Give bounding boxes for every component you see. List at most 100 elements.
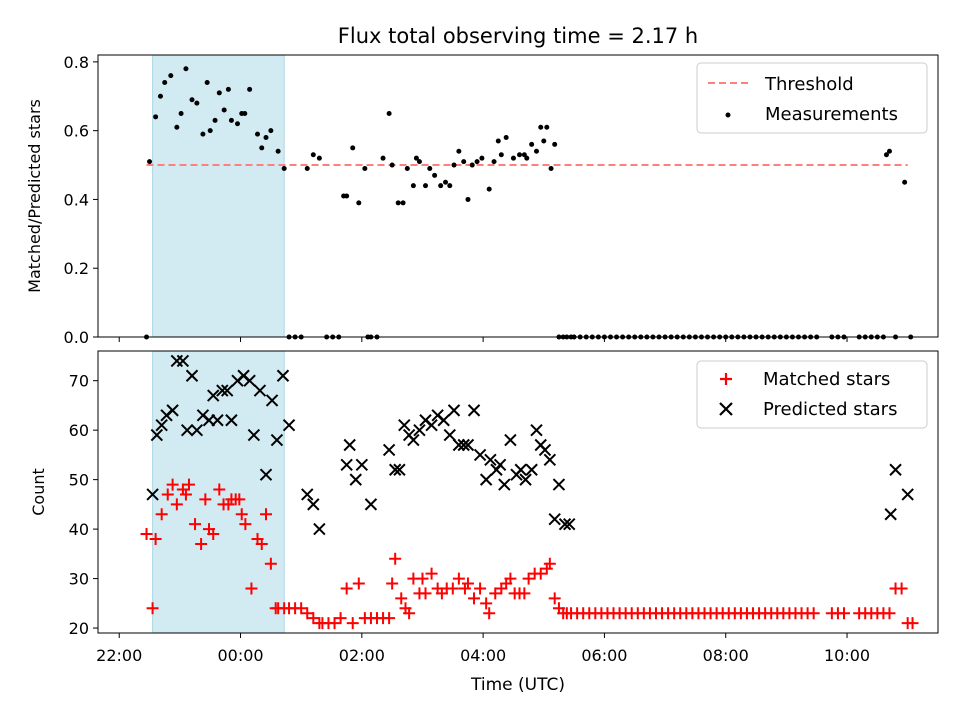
predicted-star-point: [398, 419, 411, 432]
predicted-star-point: [552, 478, 566, 491]
measurement-point: [268, 128, 274, 134]
matched-star-point: [352, 577, 365, 590]
x-tick-label: 22:00: [96, 646, 142, 665]
y-tick-label: 0.2: [64, 259, 89, 278]
predicted-star-point: [185, 369, 199, 382]
measurement-point: [413, 155, 419, 161]
measurement-point: [883, 152, 889, 158]
measurement-point: [479, 155, 485, 161]
predicted-star-point: [525, 463, 538, 476]
predicted-stars-points: [146, 354, 914, 536]
measurement-point: [427, 165, 433, 171]
x-tick-label: 04:00: [460, 646, 506, 665]
matched-star-point: [403, 607, 416, 620]
measurement-point: [395, 200, 401, 206]
matched-star-point: [807, 607, 820, 620]
predicted-star-point: [413, 423, 426, 437]
predicted-star-point: [216, 384, 229, 397]
matched-star-point: [548, 592, 561, 605]
predicted-star-point: [265, 394, 279, 407]
predicted-star-point: [349, 473, 362, 486]
measurement-point: [510, 155, 516, 161]
matched-star-point: [452, 572, 465, 585]
measurement-point: [416, 159, 422, 165]
predicted-star-point: [180, 423, 194, 437]
predicted-star-point: [479, 473, 493, 486]
matched-star-point: [837, 607, 850, 620]
measurement-point: [491, 159, 497, 165]
measurement-point: [216, 90, 222, 96]
measurement-point: [157, 93, 163, 99]
predicted-star-point: [425, 419, 438, 432]
matched-star-point: [386, 577, 399, 590]
measurement-point: [304, 165, 310, 171]
y-tick-label: 0.4: [64, 190, 89, 209]
predicted-star-point: [393, 463, 406, 476]
predicted-star-point: [247, 428, 261, 442]
predicted-star-point: [447, 404, 461, 417]
matched-star-point: [504, 572, 517, 585]
top-axes-frame: [97, 54, 939, 338]
matched-star-point: [389, 552, 402, 565]
predicted-star-point: [889, 463, 902, 476]
measurement-point: [310, 152, 316, 158]
predicted-star-point: [519, 473, 532, 486]
top-shaded-span: [152, 54, 285, 338]
matched-star-point: [906, 617, 919, 630]
y-tick-label: 70: [69, 372, 89, 391]
predicted-star-point: [382, 443, 396, 457]
matched-star-point: [534, 567, 547, 580]
measurement-point: [400, 200, 406, 206]
measurement-point: [410, 183, 416, 189]
matched-star-point: [419, 587, 432, 600]
predicted-star-point: [340, 458, 353, 471]
predicted-star-point: [388, 463, 402, 476]
measurement-point: [503, 135, 509, 141]
measurement-point: [486, 186, 492, 192]
matched-star-point: [255, 537, 268, 550]
measurement-point: [221, 107, 227, 113]
matched-star-point: [307, 612, 320, 625]
measurements-legend-label: Measurements: [765, 104, 898, 125]
y-tick-label: 30: [69, 570, 89, 589]
measurement-point: [404, 165, 410, 171]
y-tick-label: 0.0: [64, 328, 89, 347]
measurement-point: [316, 155, 322, 161]
y-tick-label: 0.8: [64, 53, 89, 72]
predicted-star-point: [150, 428, 164, 442]
measurement-point: [204, 80, 210, 86]
measurement-point: [255, 131, 261, 137]
predicted-star-point: [504, 433, 517, 447]
x-tick-labels: 22:00 00:00 02:00 04:00 06:00 08:00 10:00: [96, 633, 870, 665]
measurement-point: [886, 148, 892, 154]
measurement-point: [432, 172, 438, 178]
predicted-star-point: [155, 419, 168, 432]
measurement-point: [207, 128, 213, 134]
measurement-point: [362, 165, 368, 171]
predicted-star-point: [457, 438, 470, 452]
predicted-star-point: [166, 404, 179, 417]
measurement-point: [902, 179, 908, 185]
matched-star-point: [489, 587, 502, 600]
matched-star-point: [233, 493, 246, 506]
matched-star-point: [235, 508, 248, 521]
matched-star-point: [895, 582, 908, 595]
measurement-point: [356, 200, 362, 206]
measurement-point: [386, 110, 392, 116]
predicted-star-point: [498, 478, 511, 491]
predicted-legend-label: Predicted stars: [763, 399, 897, 420]
measurement-point: [552, 141, 558, 147]
measurement-point: [447, 183, 453, 189]
measurement-point: [234, 121, 240, 127]
measurement-point: [281, 165, 287, 171]
measurement-point: [200, 131, 206, 137]
measurement-point: [183, 66, 189, 72]
matched-star-point: [195, 537, 208, 550]
measurement-point: [247, 86, 253, 92]
measurement-point: [517, 152, 523, 158]
predicted-star-point: [484, 453, 497, 467]
measurement-point: [389, 162, 395, 168]
predicted-star-point: [473, 448, 487, 462]
measurement-point: [451, 162, 457, 168]
predicted-star-point: [259, 468, 273, 481]
